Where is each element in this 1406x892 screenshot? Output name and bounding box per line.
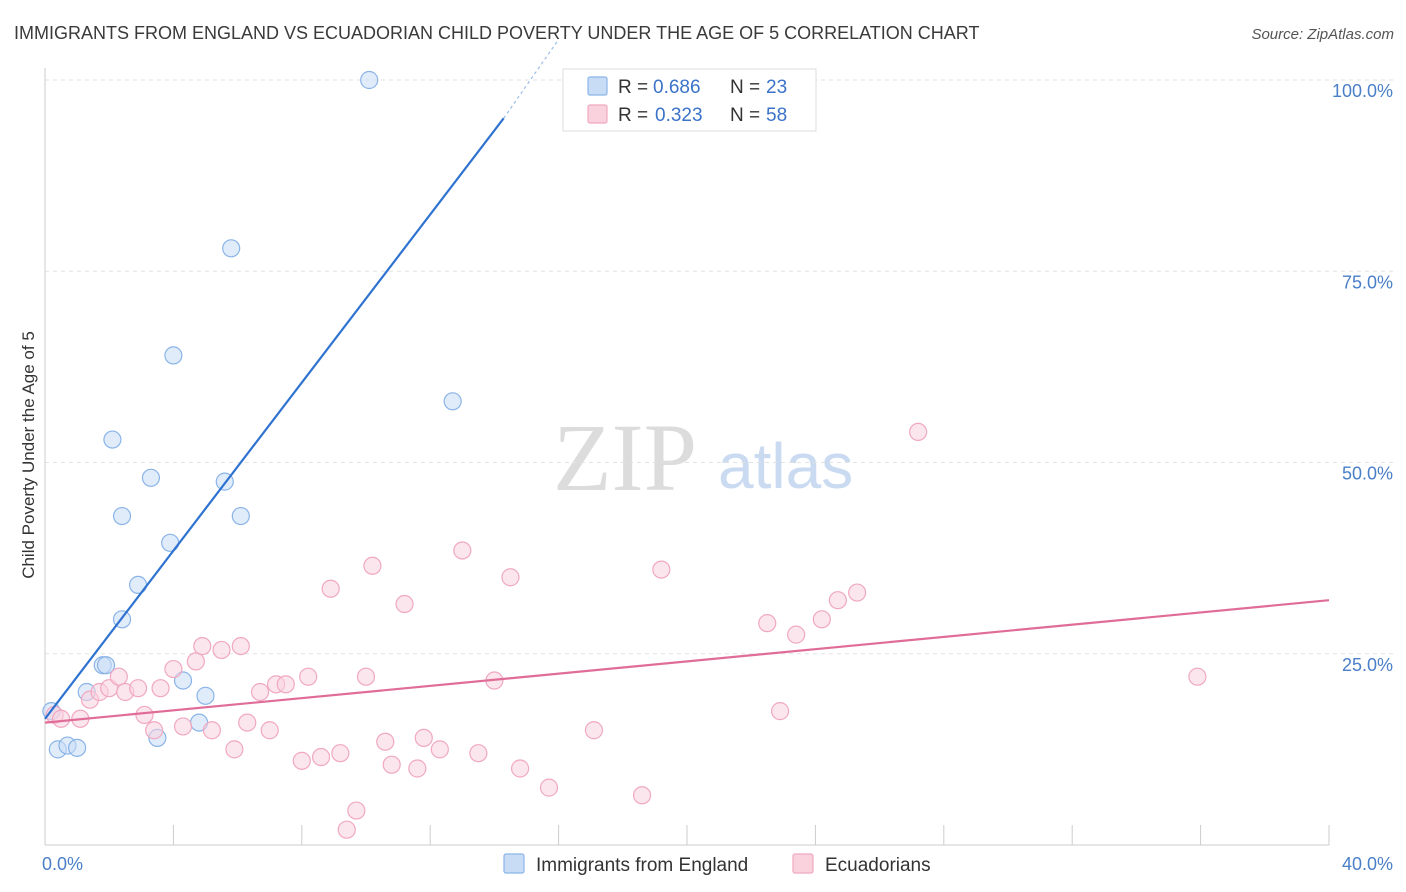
point-ecuadorians-6 [109, 667, 128, 686]
y-axis-label: Child Poverty Under the Age of 5 [19, 331, 38, 579]
gridlines [45, 79, 1394, 655]
point-ecuadorians-50 [770, 702, 790, 721]
point-ecuadorians-9 [135, 705, 154, 725]
point-immigrants-17 [196, 686, 215, 705]
point-ecuadorians-13 [173, 717, 193, 736]
point-ecuadorians-8 [128, 679, 148, 698]
point-ecuadorians-29 [331, 744, 350, 763]
point-immigrants-10 [112, 506, 132, 526]
series-immigrants-from-england-points [42, 70, 462, 759]
watermark-zip: ZIP [553, 404, 697, 511]
point-ecuadorians-10 [145, 721, 164, 740]
point-ecuadorians-45 [539, 778, 559, 797]
point-ecuadorians-12 [164, 659, 183, 679]
point-immigrants-20 [231, 506, 250, 526]
point-ecuadorians-19 [231, 636, 250, 656]
point-ecuadorians-35 [382, 755, 401, 774]
stats-r-label-1: R = [618, 105, 648, 126]
point-ecuadorians-16 [202, 721, 222, 740]
point-ecuadorians-48 [652, 560, 671, 579]
y-tick-label-1: 50.0% [1342, 464, 1393, 484]
stats-r-value-1: 0.323 [655, 105, 703, 126]
point-ecuadorians-30 [337, 820, 356, 839]
legend-label-ecuadorians: Ecuadorians [825, 855, 931, 876]
stats-n-label-0: N = [730, 77, 760, 98]
point-ecuadorians-24 [276, 675, 295, 694]
point-ecuadorians-51 [787, 625, 806, 644]
point-ecuadorians-20 [238, 713, 257, 732]
point-ecuadorians-47 [632, 786, 652, 805]
legend-swatch-ecuadorians [792, 853, 814, 874]
x-tick-label-1: 40.0% [1342, 854, 1393, 874]
point-ecuadorians-52 [812, 610, 831, 629]
stats-r-value-0: 0.686 [653, 77, 701, 98]
point-ecuadorians-14 [186, 652, 205, 671]
point-ecuadorians-25 [292, 751, 311, 770]
trend-line-immigrants [44, 117, 505, 720]
point-ecuadorians-1 [51, 709, 71, 728]
point-ecuadorians-54 [848, 583, 867, 602]
x-tick-labels: 0.0% 40.0% [42, 854, 1393, 874]
point-immigrants-11 [141, 468, 161, 487]
point-immigrants-6 [96, 656, 116, 675]
point-ecuadorians-41 [469, 744, 488, 763]
point-immigrants-14 [164, 346, 183, 365]
point-ecuadorians-36 [395, 594, 414, 614]
point-ecuadorians-40 [453, 541, 472, 560]
stats-n-label-1: N = [730, 105, 760, 126]
stats-swatch-ecuadorians [587, 104, 608, 124]
point-ecuadorians-28 [321, 579, 340, 598]
series-ecuadorians-points [45, 422, 1207, 839]
point-ecuadorians-37 [408, 759, 427, 778]
point-ecuadorians-43 [501, 568, 520, 587]
y-tick-label-3: 100.0% [1332, 81, 1393, 101]
point-ecuadorians-22 [260, 721, 279, 740]
point-ecuadorians-56 [1188, 667, 1207, 686]
point-ecuadorians-34 [376, 732, 395, 751]
point-ecuadorians-49 [758, 614, 777, 633]
chart-title: IMMIGRANTS FROM ENGLAND VS ECUADORIAN CH… [14, 23, 979, 43]
stats-n-value-0: 23 [766, 77, 787, 98]
y-tick-labels: 25.0% 50.0% 75.0% 100.0% [1332, 81, 1393, 675]
trend-line-ecuadorians [44, 599, 1330, 724]
point-ecuadorians-44 [510, 759, 530, 778]
stats-n-value-1: 58 [766, 105, 787, 126]
point-ecuadorians-21 [250, 682, 270, 702]
point-ecuadorians-11 [151, 679, 170, 698]
stats-r-label-0: R = [618, 77, 648, 98]
trend-line-immigrants-extension [503, 39, 560, 119]
point-ecuadorians-32 [356, 667, 376, 686]
stats-legend: R = 0.686 N = 23 R = 0.323 N = 58 [562, 68, 817, 132]
point-immigrants-19 [222, 239, 241, 258]
watermark-atlas: atlas [718, 430, 853, 502]
chart-source: Source: ZipAtlas.com [1251, 26, 1394, 43]
y-tick-label-0: 25.0% [1342, 655, 1393, 675]
point-ecuadorians-38 [414, 728, 433, 748]
stats-swatch-immigrants [587, 76, 608, 96]
watermark: ZIP atlas [553, 404, 853, 511]
y-tick-label-2: 75.0% [1342, 272, 1393, 292]
point-immigrants-7 [103, 430, 122, 449]
point-ecuadorians-53 [828, 591, 847, 610]
legend-label-immigrants: Immigrants from England [536, 855, 748, 876]
trend-lines [44, 39, 1330, 724]
point-ecuadorians-33 [363, 556, 382, 575]
point-ecuadorians-46 [584, 721, 604, 740]
point-immigrants-21 [360, 70, 379, 90]
point-ecuadorians-27 [311, 747, 331, 767]
point-ecuadorians-55 [909, 422, 928, 441]
point-immigrants-3 [67, 738, 87, 757]
point-ecuadorians-31 [347, 801, 366, 820]
point-ecuadorians-39 [430, 740, 449, 759]
point-ecuadorians-17 [212, 640, 231, 660]
legend-swatch-immigrants [503, 853, 525, 874]
point-ecuadorians-15 [193, 636, 212, 656]
point-ecuadorians-18 [225, 740, 244, 759]
point-ecuadorians-26 [299, 667, 318, 686]
series-legend: Immigrants from England Ecuadorians [503, 853, 931, 876]
x-tick-label-0: 0.0% [42, 854, 83, 874]
point-immigrants-22 [443, 392, 462, 411]
